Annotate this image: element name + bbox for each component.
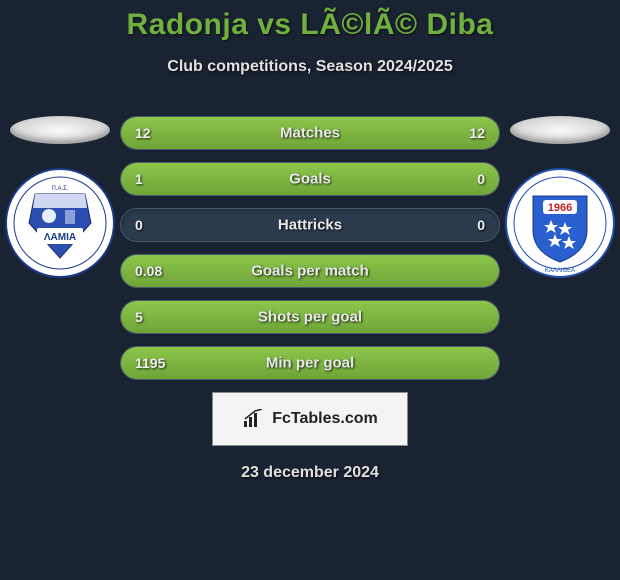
- stat-value-left: 1: [135, 171, 143, 187]
- stat-value-left: 5: [135, 309, 143, 325]
- stat-value-left: 1195: [135, 355, 165, 371]
- stat-value-right: 12: [469, 125, 485, 141]
- stat-bar: 1195 Min per goal: [120, 346, 500, 380]
- svg-text:ΛΑΜΙΑ: ΛΑΜΙΑ: [44, 232, 76, 243]
- chart-icon: [242, 409, 266, 429]
- stat-label: Shots per goal: [258, 309, 362, 326]
- stat-bar: 12 12 Matches: [120, 116, 500, 150]
- stat-value-left: 0.08: [135, 263, 162, 279]
- stat-label: Matches: [280, 125, 340, 142]
- stat-bar: 0.08 Goals per match: [120, 254, 500, 288]
- root: Radonja vs LÃ©lÃ© Diba Club competitions…: [0, 0, 620, 580]
- stat-bar: 1 0 Goals: [120, 162, 500, 196]
- stat-fill-left: [121, 163, 405, 195]
- stat-value-left: 0: [135, 217, 143, 233]
- shield-icon: ΛΑΜΙΑ Π.Α.Σ.: [5, 168, 115, 278]
- stats-column: 12 12 Matches 1 0 Goals 0 0 Hattricks 0.08 Goals p…: [120, 116, 500, 380]
- stat-value-left: 12: [135, 125, 151, 141]
- club-badge-right: 1966 ΚΑΛΛΙΘΕΑ: [505, 168, 615, 278]
- page-title: Radonja vs LÃ©lÃ© Diba: [127, 8, 494, 42]
- stat-bar: 5 Shots per goal: [120, 300, 500, 334]
- stat-label: Min per goal: [266, 355, 354, 372]
- svg-text:ΚΑΛΛΙΘΕΑ: ΚΑΛΛΙΘΕΑ: [545, 268, 575, 274]
- shield-icon: 1966 ΚΑΛΛΙΘΕΑ: [505, 168, 615, 278]
- stat-label: Hattricks: [278, 217, 342, 234]
- club-badge-left: ΛΑΜΙΑ Π.Α.Σ.: [5, 168, 115, 278]
- stat-value-right: 0: [477, 217, 485, 233]
- brand-text: FcTables.com: [272, 410, 378, 428]
- right-club-col: 1966 ΚΑΛΛΙΘΕΑ: [500, 116, 620, 278]
- date-line: 23 december 2024: [241, 464, 379, 482]
- player-placeholder-right: [510, 116, 610, 144]
- subtitle: Club competitions, Season 2024/2025: [167, 58, 452, 76]
- stat-value-right: 0: [477, 171, 485, 187]
- stat-bar: 0 0 Hattricks: [120, 208, 500, 242]
- left-club-col: ΛΑΜΙΑ Π.Α.Σ.: [0, 116, 120, 278]
- stat-label: Goals: [289, 171, 331, 188]
- main-row: ΛΑΜΙΑ Π.Α.Σ. 12 12 Matches 1 0 Goals 0 0 Hattric…: [0, 116, 620, 380]
- stat-label: Goals per match: [251, 263, 369, 280]
- brand-footer[interactable]: FcTables.com: [212, 392, 408, 446]
- svg-text:1966: 1966: [548, 202, 572, 214]
- player-placeholder-left: [10, 116, 110, 144]
- svg-text:Π.Α.Σ.: Π.Α.Σ.: [51, 186, 68, 192]
